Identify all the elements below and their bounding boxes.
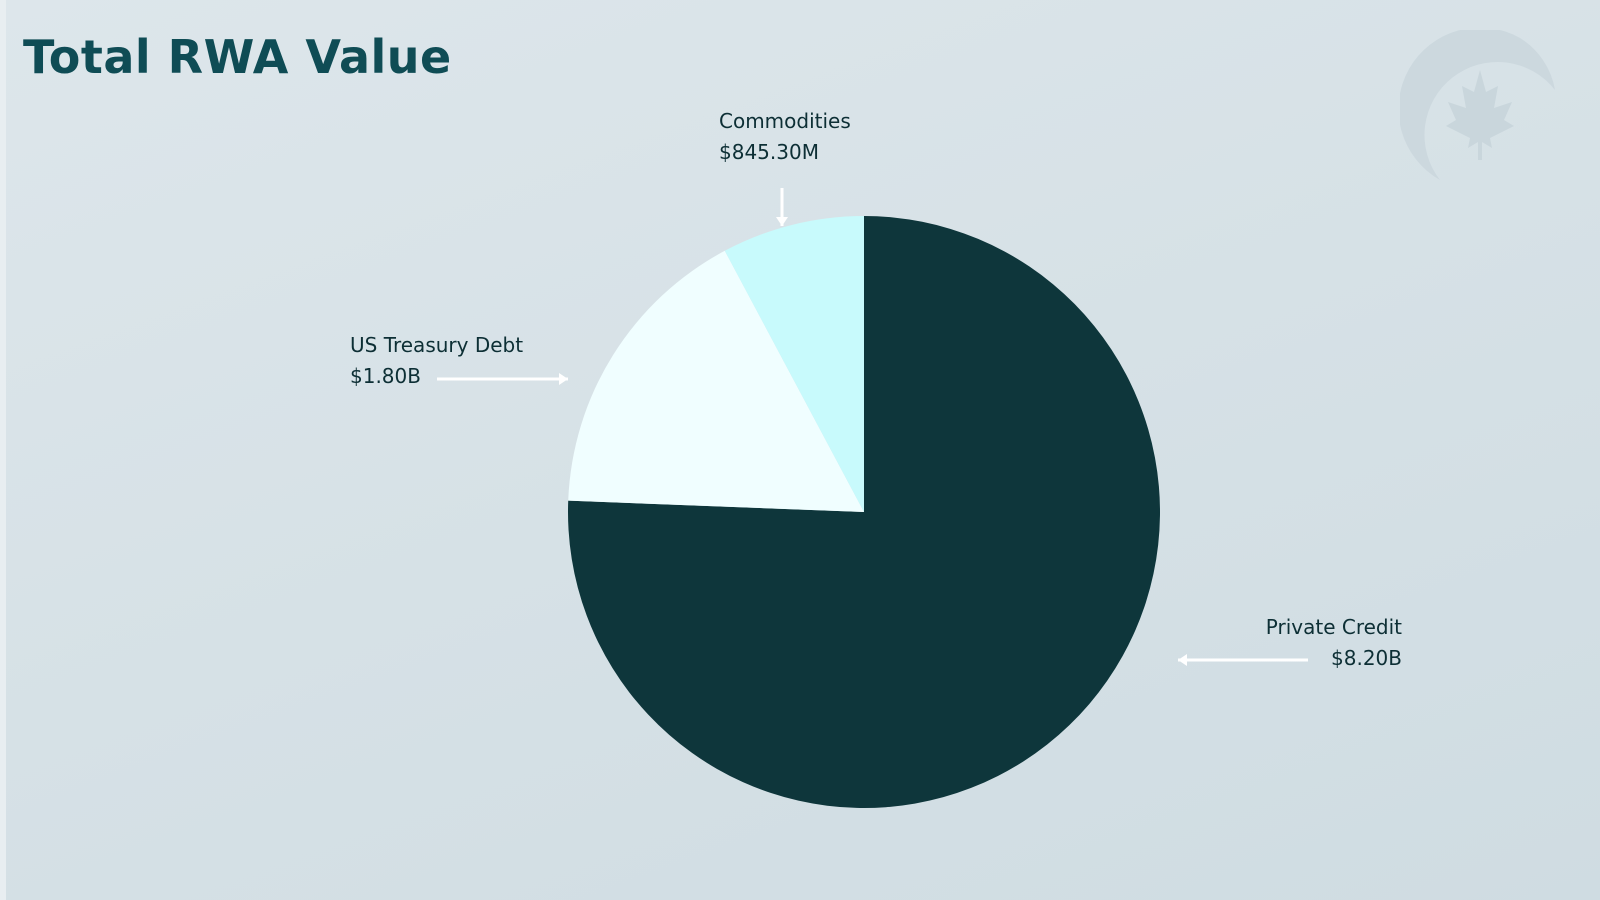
pie-slice-commodities bbox=[724, 216, 864, 512]
slice-label: Commodities bbox=[719, 109, 851, 133]
slice-value-label: $8.20B bbox=[1331, 646, 1402, 670]
arrow-us-treasury-debt bbox=[437, 373, 568, 385]
slice-value-label: $845.30M bbox=[719, 140, 819, 164]
label-private-credit: Private Credit $8.20B bbox=[1266, 612, 1402, 674]
arrow-commodities bbox=[776, 188, 788, 226]
maple-leaf-circle-icon bbox=[1400, 30, 1555, 180]
label-commodities: Commodities $845.30M bbox=[719, 106, 851, 168]
page-title: Total RWA Value bbox=[23, 30, 452, 84]
slice-label: Private Credit bbox=[1265, 615, 1402, 639]
slice-value-label: $1.80B bbox=[350, 364, 421, 388]
left-edge bbox=[0, 0, 6, 900]
arrow-private-credit bbox=[1178, 654, 1308, 666]
pie-slice-us-treasury-debt bbox=[568, 250, 864, 512]
label-us-treasury-debt: US Treasury Debt $1.80B bbox=[350, 330, 523, 392]
slice-label: US Treasury Debt bbox=[350, 333, 524, 357]
